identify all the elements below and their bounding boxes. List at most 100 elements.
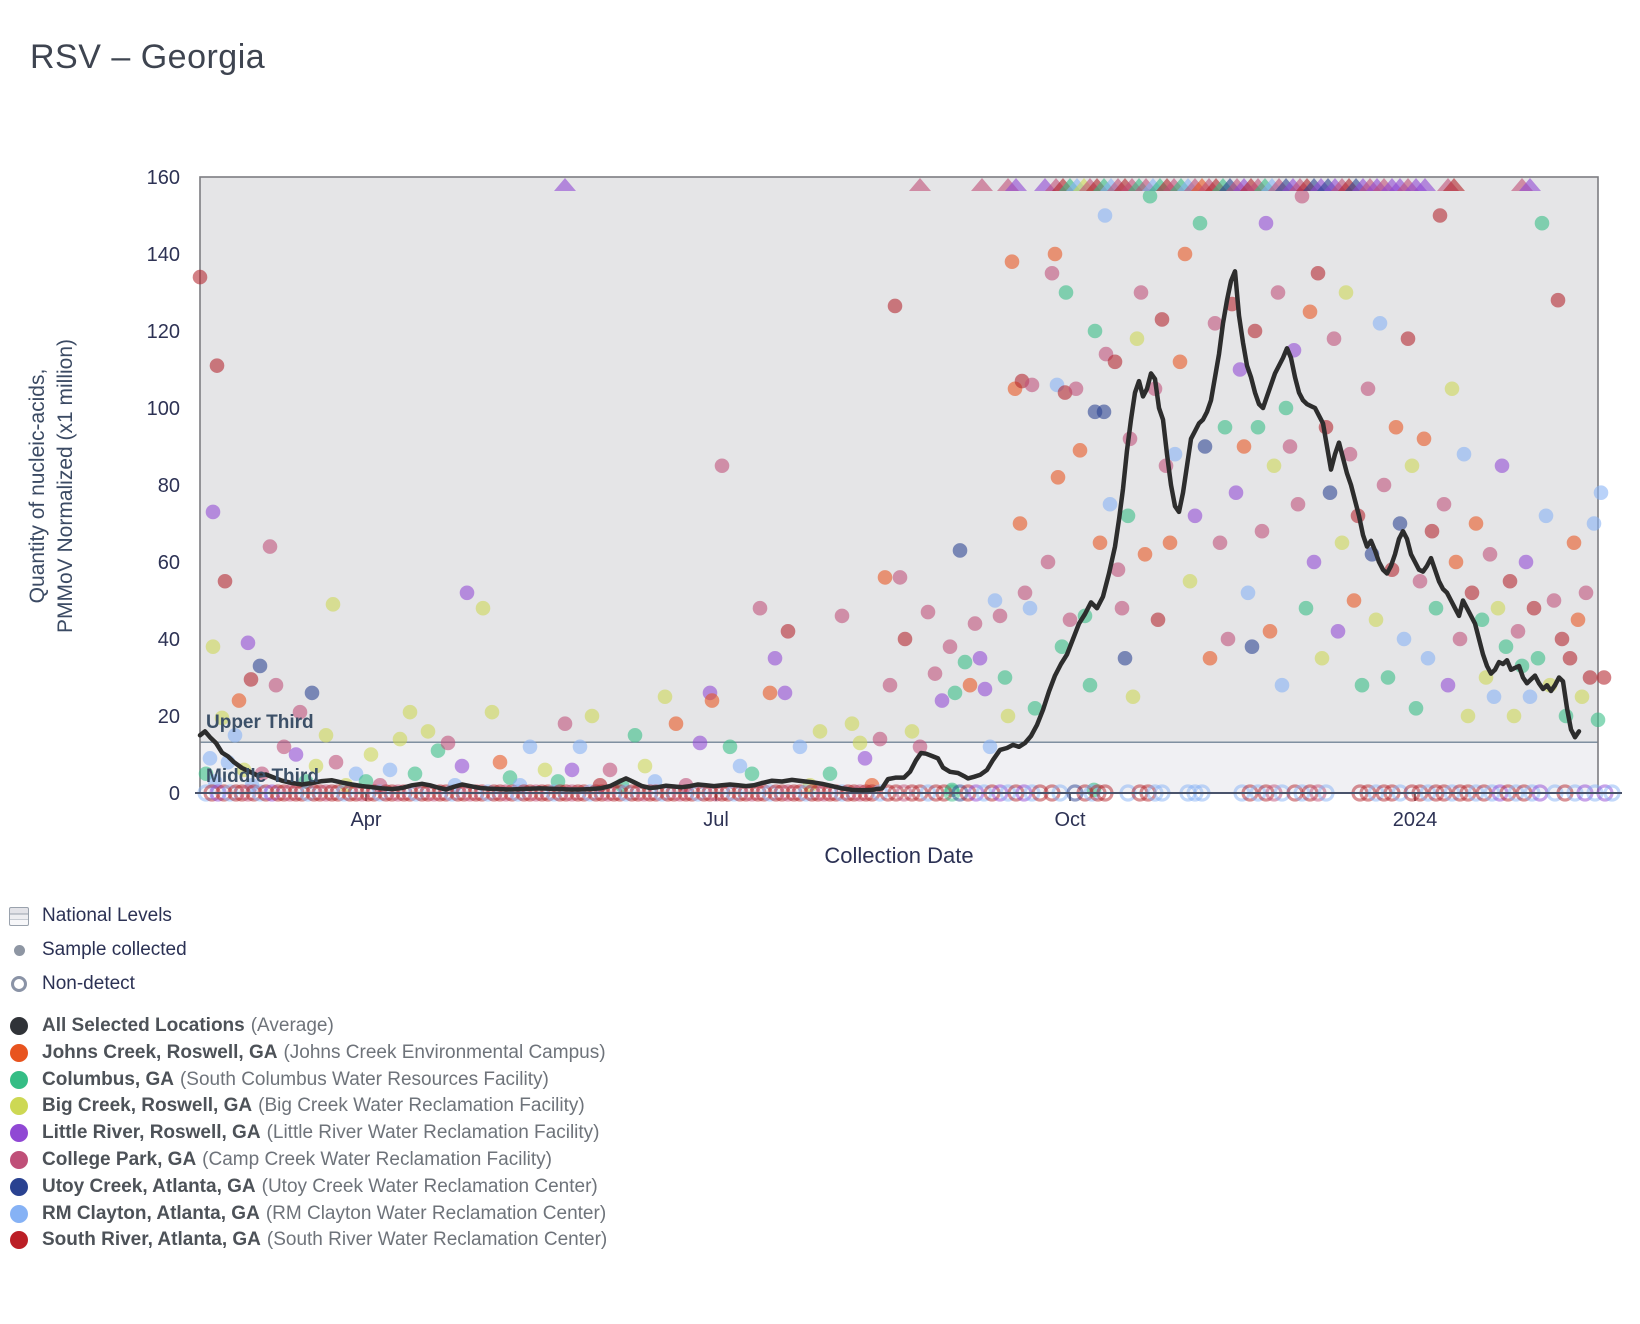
- sample-point: [214, 710, 230, 726]
- sample-point: [1530, 650, 1546, 666]
- sample-point: [243, 672, 259, 687]
- x-axis-label: Collection Date: [824, 843, 974, 868]
- legend-sample-collected: Sample collected: [8, 937, 187, 963]
- sample-point: [1474, 612, 1490, 628]
- sample-point: [402, 704, 418, 720]
- sample-point: [1062, 612, 1078, 628]
- sample-point: [1082, 677, 1098, 693]
- sample-point: [1024, 377, 1040, 393]
- sample-point: [1566, 535, 1582, 551]
- sample-point: [1468, 516, 1484, 531]
- sample-point: [1012, 516, 1028, 531]
- sample-point: [502, 770, 518, 785]
- sample-point: [1444, 381, 1460, 397]
- sample-point: [252, 658, 268, 674]
- sample-point: [1334, 535, 1350, 551]
- x-tick-label: Apr: [350, 809, 381, 831]
- sample-point: [420, 724, 436, 739]
- sample-point: [1133, 285, 1149, 300]
- sample-point: [1017, 585, 1033, 601]
- sample-point: [325, 597, 341, 612]
- capped-value-triangle: [909, 178, 931, 191]
- sample-point: [1586, 516, 1602, 531]
- sample-point: [1202, 650, 1218, 666]
- sample-point: [459, 585, 475, 601]
- y-tick-label: 40: [158, 629, 180, 651]
- sample-point: [977, 681, 993, 697]
- sample-point: [1346, 593, 1362, 608]
- sample-point: [1298, 600, 1314, 616]
- sample-point: [1004, 254, 1020, 269]
- sample-point: [1258, 215, 1274, 231]
- sample-point: [1326, 331, 1342, 347]
- location-detail: (Average): [250, 1015, 334, 1036]
- sample-point: [1360, 381, 1376, 397]
- sample-point: [1250, 419, 1266, 435]
- legend-location-row: All Selected Locations (Average): [8, 1013, 334, 1039]
- location-name: Little River, Roswell, GA: [42, 1122, 261, 1144]
- sample-point: [927, 666, 943, 681]
- sample-point: [262, 539, 278, 554]
- x-axis-ticks: Apr Jul Oct 2024: [350, 793, 1437, 831]
- sample-point: [304, 685, 320, 701]
- sample-point: [1436, 496, 1452, 512]
- legend-location-row: Johns Creek, Roswell, GA (Johns Creek Env…: [8, 1040, 606, 1066]
- middle-third-label: Middle Third: [206, 766, 319, 787]
- y-axis-label-line2: PMMoV Normalized (x1 million): [54, 338, 77, 634]
- sample-point: [1266, 458, 1282, 474]
- sample-point: [1538, 508, 1554, 524]
- sample-point: [657, 689, 673, 705]
- sample-point: [1452, 631, 1468, 647]
- sample-point: [920, 604, 936, 620]
- sample-point: [872, 731, 888, 747]
- sample-point: [1240, 585, 1256, 601]
- sample-point: [704, 693, 720, 708]
- sample-point: [1380, 670, 1396, 685]
- legend-label: Sample collected: [42, 939, 187, 960]
- location-name: Utoy Creek, Atlanta, GA: [42, 1175, 256, 1197]
- sample-point: [857, 751, 873, 766]
- sample-point: [887, 298, 903, 314]
- sample-point: [1125, 689, 1141, 705]
- sample-point: [1102, 496, 1118, 512]
- sample-point: [1424, 523, 1440, 539]
- sample-point: [1590, 712, 1606, 728]
- y-tick-label: 140: [147, 244, 180, 266]
- average-line: [197, 269, 1582, 793]
- location-detail: (South River Water Reclamation Center): [266, 1229, 608, 1251]
- sample-point: [1554, 631, 1570, 647]
- sample-point: [1228, 485, 1244, 501]
- page-title: RSV – Georgia: [30, 38, 266, 76]
- capped-value-triangle: [1414, 178, 1436, 191]
- location-detail: (RM Clayton Water Reclamation Center): [265, 1202, 607, 1224]
- capped-value-triangle: [971, 178, 993, 191]
- legend-swatch: [10, 1151, 28, 1169]
- sample-point: [1096, 404, 1112, 420]
- y-tick-label: 60: [158, 552, 180, 574]
- sample-point: [1494, 458, 1510, 474]
- sample-point: [1338, 285, 1354, 300]
- location-color-icon: [8, 1204, 30, 1223]
- sample-point: [1420, 650, 1436, 666]
- location-color-icon: [8, 1177, 30, 1196]
- sample-point: [852, 735, 868, 751]
- sample-point: [1306, 554, 1322, 570]
- sample-point: [744, 766, 760, 782]
- sample-point: [957, 654, 973, 670]
- sample-point: [1278, 400, 1294, 416]
- location-color-icon: [8, 1043, 30, 1062]
- location-color-icon: [8, 1017, 30, 1035]
- capped-value-triangle: [1443, 178, 1465, 191]
- x-tick-label: Jul: [703, 809, 729, 831]
- sample-point: [1342, 446, 1358, 462]
- sample-point: [557, 716, 573, 731]
- upper-two-thirds-band: [200, 177, 1598, 743]
- sample-point: [1044, 265, 1060, 281]
- x-tick-label: 2024: [1393, 809, 1438, 831]
- rsv-chart[interactable]: 160 140 120 100 80 60 40 20 0 Apr Jul Oct 2024 Upper …: [0, 0, 1640, 880]
- sample-point: [1432, 208, 1448, 223]
- sample-point: [1460, 708, 1476, 724]
- sample-point: [1232, 362, 1248, 377]
- legend-swatch: [10, 1070, 28, 1089]
